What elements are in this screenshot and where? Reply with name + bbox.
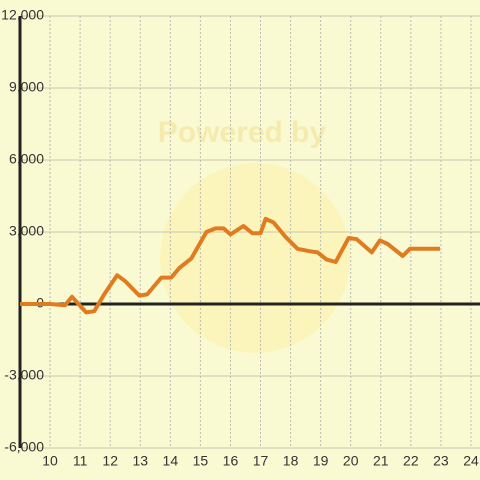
- y-tick-label: 3,000: [9, 223, 44, 239]
- watermark: Powered by: [158, 116, 327, 149]
- x-tick-label: 20: [343, 453, 359, 469]
- y-tick-label: 9,000: [9, 79, 44, 95]
- x-tick-label: 23: [433, 453, 449, 469]
- x-tick-label: 17: [253, 453, 269, 469]
- y-tick-label: 6,000: [9, 151, 44, 167]
- x-tick-label: 19: [313, 453, 329, 469]
- x-tick-label: 10: [42, 453, 58, 469]
- x-tick-label: 15: [193, 453, 209, 469]
- x-tick-label: 14: [163, 453, 179, 469]
- y-tick-label: -6,000: [4, 439, 44, 455]
- x-tick-label: 21: [373, 453, 389, 469]
- x-tick-label: 13: [132, 453, 148, 469]
- x-tick-label: 12: [102, 453, 118, 469]
- x-tick-label: 16: [223, 453, 239, 469]
- x-tick-label: 22: [403, 453, 419, 469]
- y-tick-label: -3,000: [4, 367, 44, 383]
- line: [20, 216, 441, 315]
- x-tick-label: 11: [73, 453, 88, 469]
- x-tick-label: 18: [283, 453, 299, 469]
- x-tick-label: 24: [463, 453, 479, 469]
- y-tick-label: 12,000: [1, 7, 44, 23]
